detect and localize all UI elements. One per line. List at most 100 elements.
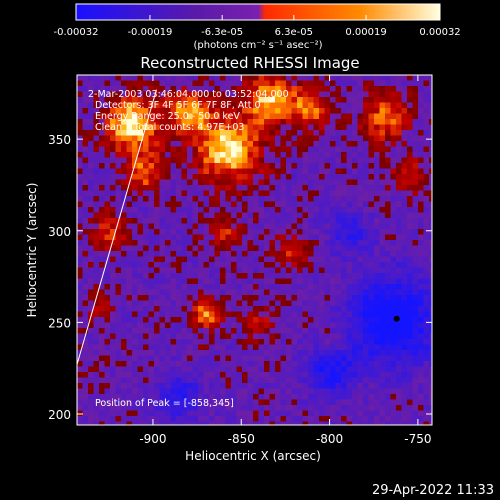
heatmap-cell: [214, 289, 221, 296]
heatmap-cell: [132, 124, 138, 131]
heatmap-cell: [121, 350, 127, 356]
heatmap-cell: [258, 361, 265, 367]
heatmap-cell: [99, 383, 105, 389]
heatmap-cell: [242, 405, 248, 411]
heatmap-cell: [379, 201, 386, 208]
heatmap-cell: [385, 212, 391, 219]
heatmap-cell: [379, 207, 386, 213]
heatmap-cell: [313, 130, 320, 136]
heatmap-cell: [88, 141, 94, 147]
heatmap-cell: [269, 278, 276, 285]
heatmap-cell: [308, 108, 314, 114]
heatmap-cell: [93, 152, 100, 158]
heatmap-cell: [335, 218, 342, 224]
heatmap-cell: [335, 119, 342, 125]
heatmap-cell: [302, 157, 309, 164]
heatmap-cell: [297, 124, 303, 131]
heatmap-cell: [308, 152, 314, 158]
heatmap-cell: [319, 377, 325, 384]
heatmap-cell: [264, 317, 270, 323]
heatmap-cell: [198, 355, 204, 362]
heatmap-cell: [418, 163, 424, 169]
heatmap-cell: [291, 278, 298, 285]
heatmap-cell: [242, 91, 248, 98]
heatmap-cell: [357, 383, 364, 389]
heatmap-cell: [247, 234, 254, 241]
heatmap-cell: [396, 410, 402, 417]
heatmap-cell: [324, 295, 331, 301]
heatmap-cell: [115, 273, 122, 279]
heatmap-cell: [209, 163, 215, 169]
heatmap-cell: [412, 119, 419, 125]
heatmap-cell: [368, 130, 375, 136]
heatmap-cell: [214, 102, 221, 109]
heatmap-cell: [159, 328, 166, 334]
heatmap-cell: [143, 157, 149, 164]
heatmap-cell: [115, 163, 122, 169]
heatmap-cell: [302, 256, 309, 263]
heatmap-cell: [291, 124, 298, 131]
heatmap-cell: [99, 86, 105, 92]
heatmap-cell: [154, 80, 160, 87]
heatmap-cell: [247, 119, 254, 125]
heatmap-cell: [247, 300, 254, 307]
heatmap-cell: [220, 328, 226, 334]
heatmap-cell: [143, 119, 149, 125]
heatmap-cell: [363, 75, 369, 81]
heatmap-cell: [126, 410, 133, 417]
heatmap-cell: [363, 240, 369, 246]
heatmap-cell: [341, 245, 347, 252]
heatmap-cell: [77, 152, 83, 158]
heatmap-cell: [203, 146, 210, 153]
heatmap-cell: [264, 174, 270, 180]
heatmap-cell: [170, 97, 177, 103]
heatmap-cell: [341, 135, 347, 142]
heatmap-cell: [220, 405, 226, 411]
heatmap-cell: [99, 146, 105, 153]
heatmap-cell: [412, 102, 419, 109]
heatmap-cell: [159, 86, 166, 92]
heatmap-cell: [198, 130, 204, 136]
heatmap-cell: [346, 405, 353, 411]
heatmap-cell: [198, 190, 204, 197]
heatmap-cell: [198, 196, 204, 202]
heatmap-cell: [110, 119, 116, 125]
heatmap-cell: [352, 168, 358, 175]
heatmap-cell: [352, 240, 358, 246]
heatmap-cell: [308, 377, 314, 384]
heatmap-cell: [368, 229, 375, 235]
heatmap-cell: [110, 421, 116, 425]
heatmap-cell: [225, 207, 232, 213]
heatmap-cell: [269, 80, 276, 87]
heatmap-cell: [198, 317, 204, 323]
heatmap-cell: [401, 394, 408, 400]
heatmap-cell: [77, 317, 83, 323]
heatmap-cell: [269, 317, 276, 323]
heatmap-cell: [214, 223, 221, 230]
heatmap-cell: [203, 267, 210, 274]
heatmap-cell: [401, 267, 408, 274]
heatmap-cell: [275, 366, 281, 373]
heatmap-cell: [99, 97, 105, 103]
heatmap-cell: [143, 350, 149, 356]
heatmap-cell: [253, 119, 259, 125]
heatmap-cell: [236, 234, 243, 241]
heatmap-cell: [341, 152, 347, 158]
heatmap-cell: [429, 339, 432, 345]
heatmap-cell: [203, 317, 210, 323]
heatmap-cell: [93, 190, 100, 197]
heatmap-cell: [368, 328, 375, 334]
heatmap-cell: [143, 146, 149, 153]
heatmap-cell: [418, 405, 424, 411]
heatmap-cell: [220, 410, 226, 417]
heatmap-cell: [357, 218, 364, 224]
heatmap-cell: [236, 295, 243, 301]
heatmap-cell: [88, 113, 94, 120]
heatmap-cell: [401, 306, 408, 312]
heatmap-cell: [313, 108, 320, 114]
heatmap-cell: [407, 388, 413, 395]
heatmap-cell: [82, 355, 89, 362]
heatmap-cell: [225, 383, 232, 389]
heatmap-cell: [286, 135, 292, 142]
heatmap-cell: [154, 157, 160, 164]
